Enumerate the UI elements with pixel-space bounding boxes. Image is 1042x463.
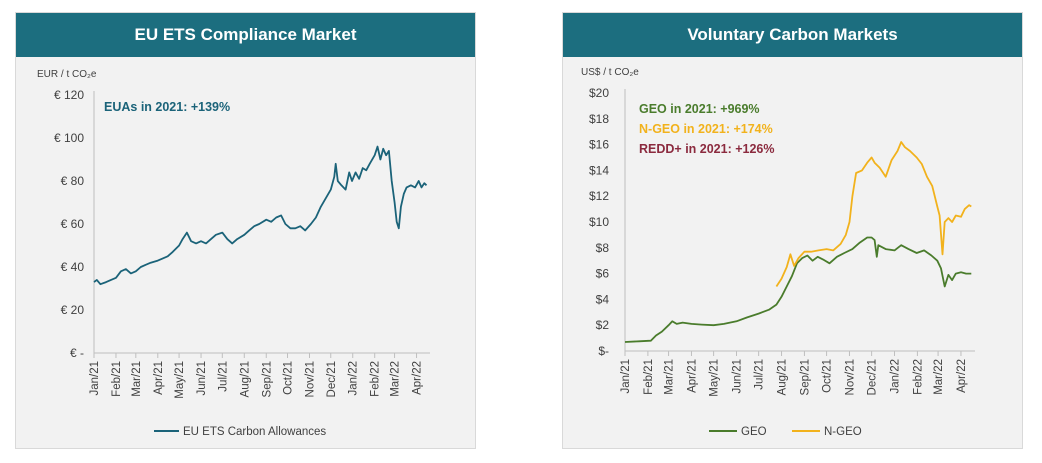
- y-tick-label: $18: [589, 112, 609, 126]
- y-tick-label: $14: [589, 163, 609, 177]
- y-tick-label: $8: [596, 241, 610, 255]
- y-tick-label: € 80: [61, 174, 85, 188]
- y-tick-label: € 120: [54, 88, 84, 102]
- x-tick-label: Oct/21: [822, 359, 834, 393]
- x-tick-label: Feb/22: [912, 359, 924, 395]
- y-tick-label: $2: [596, 318, 610, 332]
- y-tick-label: € -: [70, 346, 84, 360]
- voluntary-carbon-chart: US$ / t CO₂e $- $2 $4 $6 $8 $10 $12 $14 $16 $18 $20…: [581, 67, 975, 438]
- x-tick-label: Aug/21: [239, 361, 251, 397]
- x-tick-label: Mar/21: [131, 361, 143, 397]
- y-tick-label: $6: [596, 267, 610, 281]
- x-tick-label: Mar/22: [390, 361, 402, 397]
- x-tick-label: Dec/21: [867, 359, 879, 395]
- x-tick-label: Apr/22: [956, 359, 968, 393]
- y-tick-label: € 60: [61, 217, 85, 231]
- x-tick-label: Jan/22: [348, 361, 360, 396]
- y-axis-unit-label: EUR / t CO₂e: [37, 69, 97, 80]
- x-tick-label: Sep/21: [799, 359, 811, 395]
- x-tick-label: Mar/22: [933, 359, 945, 395]
- chart-title: Voluntary Carbon Markets: [563, 13, 1022, 57]
- x-tick-label: Feb/21: [643, 359, 655, 395]
- y-tick-label: $-: [598, 344, 609, 358]
- y-tick-label: $20: [589, 86, 609, 100]
- y-tick-label: € 100: [54, 131, 84, 145]
- x-tick-label: Aug/21: [777, 359, 789, 395]
- annotation-label: N-GEO in 2021: +174%: [639, 122, 773, 136]
- y-tick-label: € 20: [61, 303, 85, 317]
- x-tick-label: Feb/21: [111, 361, 123, 397]
- x-tick-label: Nov/21: [304, 361, 316, 397]
- x-tick-label: Jul/21: [217, 361, 229, 392]
- legend-label: EU ETS Carbon Allowances: [183, 426, 326, 438]
- x-tick-label: Jan/21: [89, 361, 101, 396]
- y-tick-label: $4: [596, 292, 610, 306]
- y-tick-label: $10: [589, 215, 609, 229]
- y-axis-unit-label: US$ / t CO₂e: [581, 67, 639, 78]
- legend-label: N-GEO: [824, 426, 862, 438]
- eu-ets-chart: EUR / t CO₂e € - € 20 € 40 € 60 € 80 € 100 € 12…: [37, 69, 430, 438]
- y-tick-label: $16: [589, 138, 609, 152]
- x-tick-label: Nov/21: [844, 359, 856, 395]
- x-tick-label: Dec/21: [326, 361, 338, 397]
- annotation-label: REDD+ in 2021: +126%: [639, 142, 775, 156]
- annotation-label: GEO in 2021: +969%: [639, 102, 760, 116]
- eu-ets-panel: EU ETS Compliance Market EUR / t CO₂e € -…: [15, 12, 476, 449]
- x-tick-label: Apr/21: [153, 361, 165, 395]
- voluntary-carbon-panel: Voluntary Carbon Markets US$ / t CO₂e $- $…: [562, 12, 1023, 449]
- x-tick-label: Oct/21: [283, 361, 295, 395]
- y-tick-label: $12: [589, 189, 609, 203]
- series-line-n-geo: [775, 141, 972, 287]
- x-tick-label: May/21: [709, 359, 721, 397]
- chart-title: EU ETS Compliance Market: [16, 13, 475, 57]
- y-tick-label: € 40: [61, 260, 85, 274]
- x-tick-label: Jul/21: [754, 359, 766, 390]
- x-tick-label: May/21: [174, 361, 186, 399]
- x-tick-label: Mar/21: [664, 359, 676, 395]
- x-tick-label: Apr/22: [412, 361, 424, 395]
- series-line-geo: [624, 236, 972, 343]
- x-tick-label: Feb/22: [370, 361, 382, 397]
- annotation-label: EUAs in 2021: +139%: [104, 100, 230, 114]
- series-line-eu-ets-carbon-allowances: [93, 145, 428, 286]
- x-tick-label: Jun/21: [731, 359, 743, 394]
- x-tick-label: Jun/21: [196, 361, 208, 396]
- x-tick-label: Jan/22: [890, 359, 902, 394]
- x-tick-label: Sep/21: [261, 361, 273, 397]
- legend-label: GEO: [741, 426, 767, 438]
- x-tick-label: Jan/21: [620, 359, 632, 394]
- x-tick-label: Apr/21: [686, 359, 698, 393]
